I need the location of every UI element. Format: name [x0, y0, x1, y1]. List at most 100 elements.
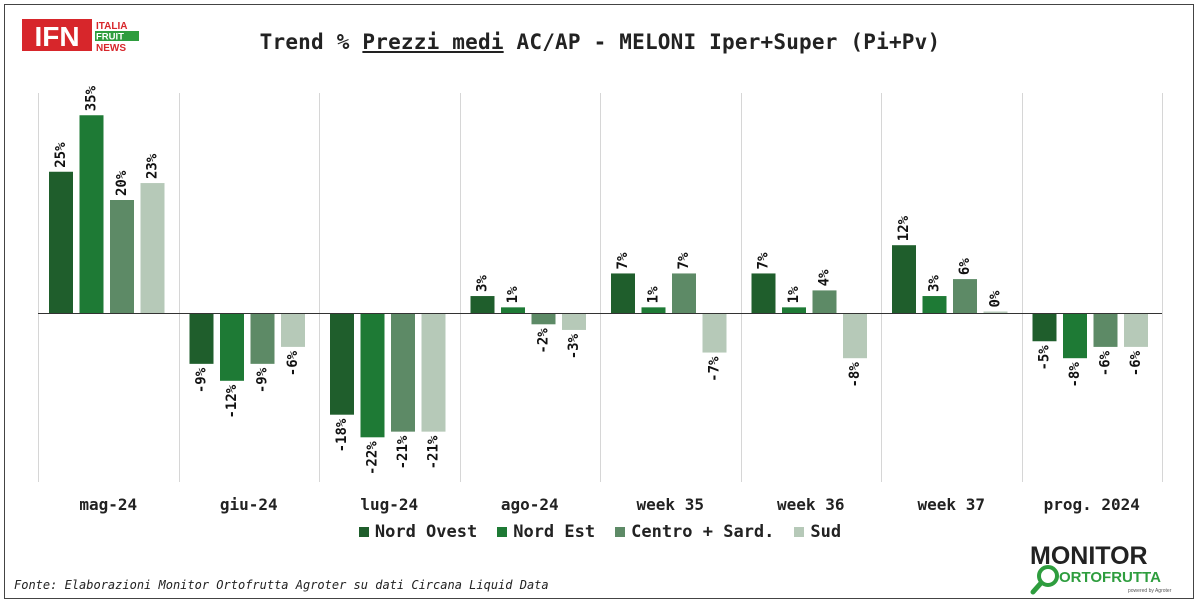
bar [782, 307, 806, 313]
bar [1063, 313, 1087, 359]
data-label: -5% [1037, 345, 1053, 371]
legend-item-nord-ovest: Nord Ovest [358, 522, 478, 542]
data-label: 6% [957, 258, 973, 275]
category-label: week 35 [637, 495, 704, 514]
title-underlined: Prezzi medi [362, 30, 504, 54]
data-label: -2% [536, 328, 552, 354]
legend-swatch-nord-ovest [358, 527, 369, 537]
bar [140, 183, 165, 313]
bar [220, 313, 244, 381]
bar [79, 115, 104, 313]
legend-label-centro-sard: Centro + Sard. [631, 522, 775, 542]
legend-item-nord-est: Nord Est [497, 522, 595, 542]
bar [1093, 313, 1118, 347]
data-label: 1% [505, 286, 521, 303]
data-label: -12% [224, 384, 240, 418]
ifn-logo-fruit-band [95, 31, 139, 41]
legend-swatch-centro-sard [615, 527, 626, 537]
bar [641, 307, 666, 313]
bar [360, 313, 385, 438]
bar [49, 171, 73, 313]
bar [1124, 313, 1148, 347]
bar [531, 313, 556, 325]
data-label: 23% [145, 153, 161, 179]
bar [922, 296, 947, 313]
data-label: -21% [426, 435, 442, 469]
data-label: 3% [927, 275, 943, 292]
data-label: 3% [475, 275, 491, 292]
data-label: -22% [365, 441, 381, 475]
data-label: 35% [84, 85, 100, 111]
title-suffix: AC/AP - MELONI Iper+Super (Pi+Pv) [503, 30, 941, 54]
legend-label-nord-est: Nord Est [513, 522, 596, 542]
data-label: -6% [285, 350, 301, 376]
data-label: 20% [114, 170, 130, 196]
legend-label-nord-ovest: Nord Ovest [374, 522, 478, 542]
data-label: 4% [817, 269, 833, 286]
data-label: -18% [334, 418, 350, 452]
magnifier-handle [1030, 580, 1044, 595]
bar [843, 313, 867, 359]
data-label: 7% [756, 252, 772, 269]
bar [250, 313, 275, 364]
data-label: -21% [395, 435, 411, 469]
monitor-logo-line2: ORTOFRUTTA [1059, 569, 1161, 586]
bar [421, 313, 446, 432]
bar [330, 313, 354, 415]
data-label: -8% [1067, 362, 1083, 388]
chart-frame [4, 4, 1194, 599]
category-label: giu-24 [220, 495, 278, 514]
ifn-logo: IFN ITALIA FRUIT NEWS [22, 19, 139, 53]
chart-title: Trend % Prezzi medi AC/AP - MELONI Iper+… [0, 30, 1200, 54]
ifn-logo-sub-3: NEWS [96, 43, 126, 53]
bar [611, 273, 635, 313]
bar [953, 279, 977, 313]
category-label: prog. 2024 [1044, 495, 1140, 514]
legend-label-sud: Sud [810, 522, 842, 542]
bar [470, 296, 495, 313]
data-label: 1% [786, 286, 802, 303]
chart-legend: Nord Ovest Nord Est Centro + Sard. Sud [0, 522, 1200, 542]
data-label: -3% [566, 333, 582, 359]
legend-item-centro-sard: Centro + Sard. [615, 522, 774, 542]
ifn-logo-sub-1: ITALIA [96, 21, 127, 32]
data-label: 1% [646, 286, 662, 303]
data-label: 25% [53, 142, 69, 168]
bar [189, 313, 214, 364]
bar [702, 313, 727, 353]
bar [983, 311, 1008, 313]
title-prefix: Trend % [259, 30, 363, 54]
bar [751, 273, 776, 313]
category-label: mag-24 [79, 495, 137, 514]
category-label: week 36 [777, 495, 844, 514]
data-label: 12% [896, 215, 912, 241]
bar [562, 313, 586, 330]
data-label: -6% [1128, 350, 1144, 376]
monitor-logo-tag: powered by Agroter [1128, 588, 1172, 594]
source-note: Fonte: Elaborazioni Monitor Ortofrutta A… [14, 578, 549, 592]
bar [110, 200, 134, 313]
data-label: -9% [255, 367, 271, 393]
data-label: -8% [847, 362, 863, 388]
legend-swatch-sud [794, 527, 805, 537]
bar [391, 313, 415, 432]
data-label: 7% [615, 252, 631, 269]
ifn-logo-sub-2: FRUIT [96, 32, 124, 43]
magnifier-icon [1037, 565, 1059, 587]
data-label: 7% [676, 252, 692, 269]
data-label: -6% [1098, 350, 1114, 376]
legend-item-sud: Sud [794, 522, 841, 542]
bar [812, 290, 837, 313]
monitor-ortofrutta-logo: MONITOR ORTOFRUTTA powered by Agroter [1030, 542, 1172, 595]
data-label: -7% [707, 356, 723, 382]
bar [281, 313, 305, 347]
bar [892, 245, 916, 313]
category-label: lug-24 [360, 495, 418, 514]
bar [501, 307, 525, 313]
category-label: ago-24 [501, 495, 559, 514]
category-label: week 37 [918, 495, 985, 514]
bar [672, 273, 696, 313]
data-label: -9% [194, 367, 210, 393]
legend-swatch-nord-est [497, 527, 508, 537]
